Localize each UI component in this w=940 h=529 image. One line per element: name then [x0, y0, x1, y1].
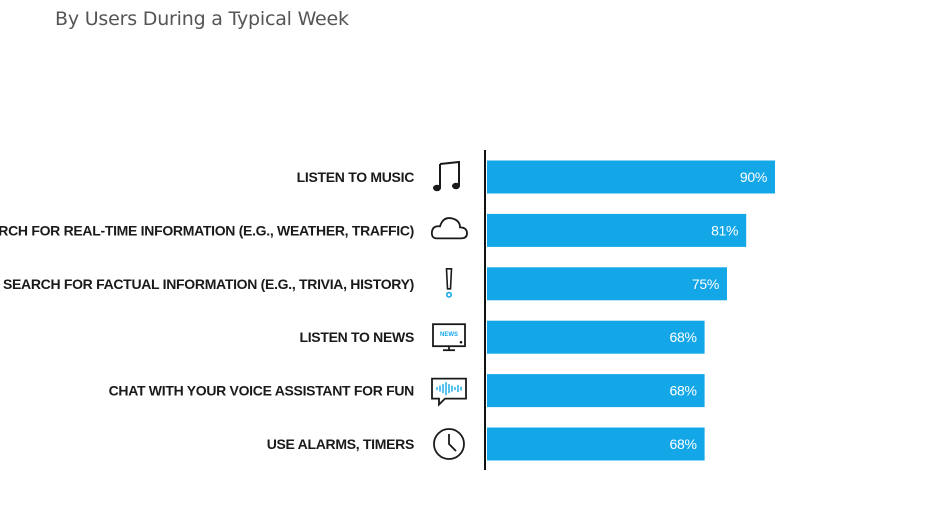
bar-row: LISTEN TO NEWS NEWS 68% [299, 320, 705, 354]
bar-row: CHAT WITH YOUR VOICE ASSISTANT FOR FUN 68… [109, 374, 705, 408]
chart-subtitle: By Users During a Typical Week [55, 8, 349, 30]
value-label: 81% [711, 222, 738, 238]
bar [487, 267, 727, 301]
category-label: USE ALARMS, TIMERS [267, 436, 414, 452]
category-label: SEARCH FOR REAL-TIME INFORMATION (E.G., … [0, 222, 414, 238]
bar-row: SEARCH FOR REAL-TIME INFORMATION (E.G., … [0, 213, 747, 247]
value-label: 68% [669, 383, 696, 399]
bar [487, 320, 705, 354]
bar [487, 427, 705, 461]
cloud-icon [430, 217, 468, 240]
value-label: 68% [669, 436, 696, 452]
value-label: 75% [692, 276, 719, 292]
bar-row: USE ALARMS, TIMERS 68% [267, 427, 705, 461]
music-note-icon [433, 160, 460, 192]
bar [487, 160, 775, 194]
voice-chat-icon [431, 377, 467, 407]
news-icon-label: NEWS [440, 332, 458, 338]
category-label: LISTEN TO NEWS [299, 329, 414, 345]
clock-icon [433, 428, 465, 460]
exclamation-icon [445, 267, 453, 298]
bar [487, 213, 747, 247]
value-label: 90% [740, 169, 767, 185]
bar-row: SEARCH FOR FACTUAL INFORMATION (E.G., TR… [3, 267, 727, 301]
category-label: CHAT WITH YOUR VOICE ASSISTANT FOR FUN [109, 383, 415, 399]
news-tv-icon: NEWS [432, 323, 466, 352]
value-label: 68% [669, 329, 696, 345]
category-label: LISTEN TO MUSIC [297, 169, 415, 185]
bar [487, 374, 705, 408]
bar-row: LISTEN TO MUSIC 90% [297, 160, 775, 194]
category-label: SEARCH FOR FACTUAL INFORMATION (E.G., TR… [3, 276, 414, 292]
